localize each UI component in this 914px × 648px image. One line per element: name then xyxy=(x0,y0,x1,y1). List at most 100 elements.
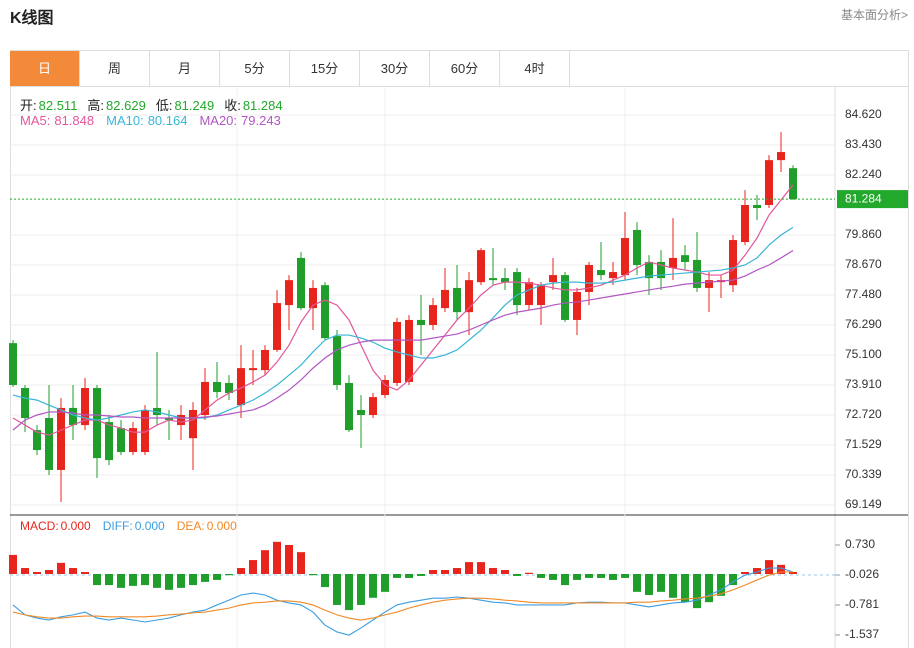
ohlc-label: 低: xyxy=(155,98,173,113)
candle-body xyxy=(309,287,317,309)
candle-body xyxy=(225,382,233,394)
candle-body xyxy=(381,379,389,396)
candle-body xyxy=(285,280,293,306)
candle-body xyxy=(93,388,101,459)
candle-body xyxy=(585,264,593,292)
candle-body xyxy=(525,282,533,306)
candle-body xyxy=(405,319,413,382)
macd-bar xyxy=(453,568,461,574)
legend-name: MA20: xyxy=(199,113,238,128)
macd-bar xyxy=(141,573,149,586)
candle-body xyxy=(237,368,245,406)
candle-body xyxy=(429,305,437,325)
ohlc-legend: 开: 82.511 高: 82.629 低: 81.249 收: 81.284 xyxy=(20,95,293,114)
candle-body xyxy=(297,257,305,309)
macd-bar xyxy=(645,573,653,596)
macd-bar xyxy=(381,573,389,592)
macd-bar xyxy=(669,573,677,598)
ohlc-value: 82.629 xyxy=(106,98,146,113)
candle-body xyxy=(333,336,341,385)
macd-bar xyxy=(105,573,113,586)
macd-bar xyxy=(429,570,437,574)
macd-bar xyxy=(729,573,737,586)
macd-bar xyxy=(261,550,269,574)
y-tick-label: 77.480 xyxy=(845,287,882,301)
macd-bar xyxy=(273,541,281,574)
macd-bar xyxy=(345,573,353,611)
candle-body xyxy=(273,303,281,350)
y-tick-label: 0.730 xyxy=(845,537,875,551)
candle-body xyxy=(357,409,365,415)
period-tab[interactable]: 5分 xyxy=(220,51,290,86)
page-title: K线图 xyxy=(10,10,54,27)
period-tabs: 日周月 5分 15分 30分 60分 4时 xyxy=(10,51,570,86)
macd-bar xyxy=(717,573,725,596)
fundamental-link[interactable]: 基本面分析> xyxy=(840,8,908,22)
macd-bar xyxy=(597,573,605,578)
candle-body xyxy=(489,278,497,281)
legend-value: 79.243 xyxy=(241,113,281,128)
macd-bar xyxy=(357,573,365,605)
legend-value: 0.000 xyxy=(206,519,237,533)
macd-bar xyxy=(465,562,473,574)
macd-bar xyxy=(129,573,137,586)
candle-body xyxy=(105,422,113,461)
legend-value: 80.164 xyxy=(147,113,188,128)
candle-body xyxy=(33,430,41,451)
macd-bar xyxy=(45,570,53,574)
period-tab[interactable]: 15分 xyxy=(290,51,360,86)
macd-legend: MACD: 0.000 DIFF: 0.000 DEA: 0.000 xyxy=(20,519,249,533)
macd-bar xyxy=(585,573,593,578)
candle-body xyxy=(777,152,785,161)
ohlc-value: 81.284 xyxy=(242,98,283,113)
candle-body xyxy=(21,388,29,419)
candle-body xyxy=(765,160,773,205)
legend-name: MACD: xyxy=(20,519,59,533)
candle-body xyxy=(537,285,545,306)
macd-bar xyxy=(249,560,257,574)
macd-line xyxy=(12,567,794,636)
ma-line xyxy=(12,226,794,421)
period-tab[interactable]: 日 xyxy=(10,51,80,86)
candle-body xyxy=(621,238,629,276)
period-tab[interactable]: 月 xyxy=(150,51,220,86)
y-tick-label: 69.149 xyxy=(845,497,882,511)
y-tick-label: -1.537 xyxy=(845,627,879,641)
macd-bar xyxy=(285,545,293,574)
last-price-tag xyxy=(837,190,908,209)
macd-bar xyxy=(489,568,497,574)
macd-bar xyxy=(369,573,377,598)
candle-body xyxy=(633,229,641,265)
macd-bar xyxy=(789,571,797,574)
candle-body xyxy=(165,418,173,421)
y-tick-label: 70.339 xyxy=(845,467,882,481)
ohlc-label: 开: xyxy=(20,98,37,113)
macd-bar xyxy=(237,568,245,574)
candle-body xyxy=(453,287,461,313)
macd-bar xyxy=(621,573,629,578)
candle-body xyxy=(213,381,221,393)
y-tick-label: 79.860 xyxy=(845,227,882,241)
legend-value: 0.000 xyxy=(60,519,91,533)
y-tick-label: -0.026 xyxy=(845,567,879,581)
macd-bar xyxy=(69,568,77,574)
candle-body xyxy=(729,240,737,286)
period-tab[interactable]: 60分 xyxy=(430,51,500,86)
legend-name: DIFF: xyxy=(102,519,133,533)
ma-legend: MA5: 81.848 MA10: 80.164 MA20: 79.243 xyxy=(20,113,293,128)
macd-bar xyxy=(441,570,449,574)
period-tab[interactable]: 30分 xyxy=(360,51,430,86)
candle-body xyxy=(45,418,53,470)
candle-body xyxy=(201,381,209,415)
period-tab[interactable]: 周 xyxy=(80,51,150,86)
macd-bar xyxy=(537,573,545,578)
candle-body xyxy=(189,409,197,439)
macd-bar xyxy=(765,560,773,574)
tab-divider xyxy=(10,86,908,87)
period-tab[interactable]: 4时 xyxy=(500,51,570,86)
macd-bar xyxy=(525,572,533,574)
macd-bar xyxy=(93,573,101,586)
macd-bar xyxy=(165,573,173,590)
